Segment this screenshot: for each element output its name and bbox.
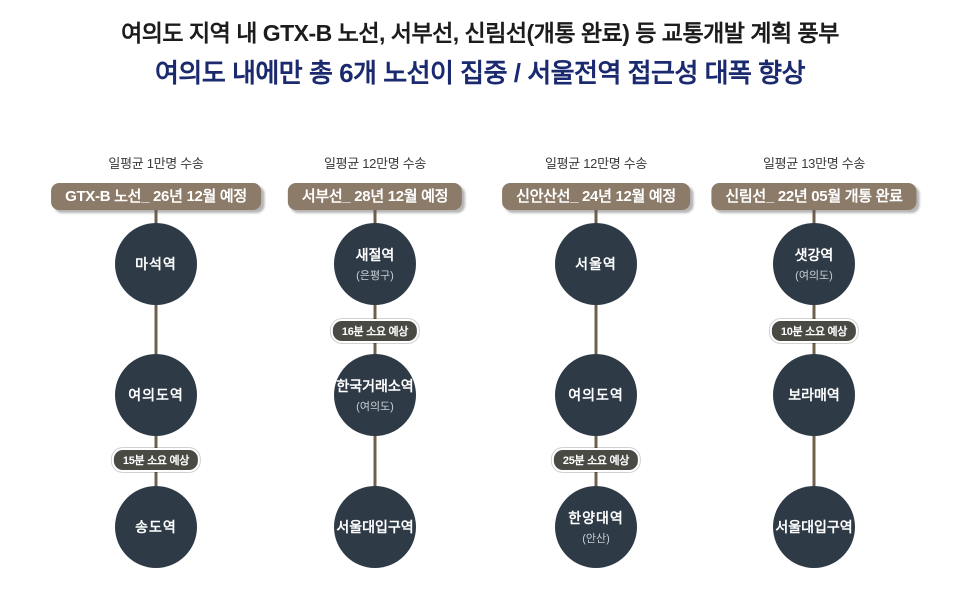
line-column-sinansan: 일평균 12만명 수송 신안산선_ 24년 12월 예정 서울역 여의도역 25… <box>486 143 706 603</box>
station-name: 샛강역 <box>794 247 834 263</box>
station-node: 한국거래소역 (여의도) <box>334 354 416 436</box>
station-node: 마석역 <box>115 223 197 305</box>
station-name: 여의도역 <box>128 387 184 403</box>
station-node: 송도역 <box>115 486 197 568</box>
line-name-badge: 신림선_ 22년 05월 개통 완료 <box>711 183 917 210</box>
station-name: 여의도역 <box>568 387 624 403</box>
daily-passenger-label: 일평균 12만명 수송 <box>323 156 427 171</box>
station-name: 한양대역 <box>568 510 624 526</box>
station-node: 서울역 <box>555 223 637 305</box>
station-node: 서울대입구역 <box>773 486 855 568</box>
station-node: 새절역 (은평구) <box>334 223 416 305</box>
station-sublabel: (안산) <box>582 533 610 545</box>
station-name: 서울대입구역 <box>775 519 853 535</box>
line-column-sillim: 일평균 13만명 수송 신림선_ 22년 05월 개통 완료 샛강역 (여의도)… <box>704 143 924 603</box>
travel-time-badge: 15분 소요 예상 <box>111 448 201 472</box>
station-node: 여의도역 <box>555 354 637 436</box>
page-title-sub: 여의도 내에만 총 6개 노선이 집중 / 서울전역 접근성 대폭 향상 <box>154 58 806 88</box>
line-column-seobu: 일평균 12만명 수송 서부선_ 28년 12월 예정 새절역 (은평구) 16… <box>265 143 485 603</box>
station-sublabel: (여의도) <box>356 401 394 413</box>
station-name: 한국거래소역 <box>336 378 414 394</box>
travel-time-badge: 16분 소요 예상 <box>330 319 420 343</box>
station-node: 보라매역 <box>773 354 855 436</box>
station-node: 한양대역 (안산) <box>555 486 637 568</box>
station-node: 서울대입구역 <box>334 486 416 568</box>
line-name-badge: GTX-B 노선_ 26년 12월 예정 <box>51 183 261 210</box>
station-name: 보라매역 <box>788 387 840 403</box>
station-name: 마석역 <box>135 256 177 272</box>
line-name-badge: 신안산선_ 24년 12월 예정 <box>502 183 690 210</box>
daily-passenger-label: 일평균 12만명 수송 <box>544 156 648 171</box>
station-sublabel: (은평구) <box>356 270 394 282</box>
station-node: 샛강역 (여의도) <box>773 223 855 305</box>
station-name: 송도역 <box>135 519 177 535</box>
line-column-gtx-b: 일평균 1만명 수송 GTX-B 노선_ 26년 12월 예정 마석역 여의도역… <box>46 143 266 603</box>
station-name: 서울역 <box>575 256 617 272</box>
daily-passenger-label: 일평균 1만명 수송 <box>108 156 204 171</box>
travel-time-badge: 10분 소요 예상 <box>769 319 859 343</box>
travel-time-badge: 25분 소요 예상 <box>551 448 641 472</box>
station-name: 서울대입구역 <box>336 519 414 535</box>
station-name: 새절역 <box>355 247 395 263</box>
station-sublabel: (여의도) <box>795 270 833 282</box>
station-node: 여의도역 <box>115 354 197 436</box>
line-name-badge: 서부선_ 28년 12월 예정 <box>287 183 463 210</box>
daily-passenger-label: 일평균 13만명 수송 <box>762 156 866 171</box>
page-title-main: 여의도 지역 내 GTX-B 노선, 서부선, 신림선(개통 완료) 등 교통개… <box>121 20 839 46</box>
